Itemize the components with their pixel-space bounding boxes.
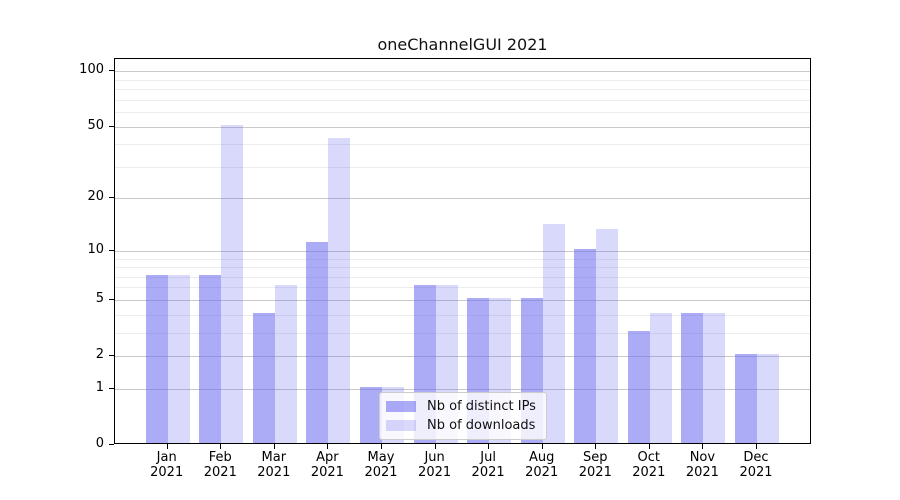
gridline-minor [115, 89, 810, 91]
x-tick-label-year: 2021 [364, 465, 398, 480]
y-tick-mark [109, 197, 114, 199]
bar-distinct-ips-apr [306, 241, 329, 443]
legend-item-distinct-ips: Nb of distinct IPs [386, 399, 536, 414]
x-tick-label: Mar 2021 [247, 450, 301, 480]
x-tick-label-year: 2021 [632, 465, 666, 480]
legend-item-downloads: Nb of downloads [386, 418, 536, 433]
gridline-minor [115, 287, 810, 289]
y-tick-label: 0 [95, 436, 104, 451]
y-tick-label: 1 [95, 379, 104, 395]
gridline-minor [115, 267, 810, 268]
x-tick-label: Apr 2021 [300, 450, 354, 480]
y-tick-mark [109, 387, 114, 389]
x-tick-label: Nov 2021 [675, 450, 729, 480]
x-tick-label-year: 2021 [471, 465, 505, 480]
gridline-major [115, 388, 810, 390]
x-tick-label: Dec 2021 [729, 450, 783, 480]
y-tick-label: 20 [87, 189, 104, 205]
gridline-minor [115, 166, 810, 168]
x-tick-label: Aug 2021 [515, 450, 569, 480]
gridline-major [115, 250, 810, 252]
x-tick-mark [595, 444, 597, 449]
x-tick-label: Sep 2021 [568, 450, 622, 480]
bar-distinct-ips-feb [199, 274, 222, 443]
x-tick-mark [327, 444, 329, 449]
gridline-minor [115, 112, 810, 113]
y-tick-mark [109, 70, 114, 72]
bar-distinct-ips-may [360, 386, 382, 443]
bar-distinct-ips-dec [735, 354, 757, 443]
x-tick-label-year: 2021 [525, 465, 559, 480]
x-tick-label-year: 2021 [418, 465, 452, 480]
bar-downloads-mar [274, 285, 297, 443]
bar-downloads-jan [167, 274, 190, 443]
chart-title: oneChannelGUI 2021 [377, 35, 548, 54]
y-tick-mark [109, 298, 114, 300]
bar-distinct-ips-oct [627, 330, 650, 443]
x-tick-label-year: 2021 [150, 465, 184, 480]
x-tick-label-year: 2021 [310, 465, 344, 480]
y-tick-label: 50 [87, 117, 104, 133]
bar-downloads-nov [703, 312, 726, 443]
gridline-minor [115, 276, 810, 278]
gridline-major [115, 299, 810, 301]
x-tick-mark [488, 444, 490, 449]
x-tick-label-year: 2021 [685, 465, 719, 480]
x-tick-label-year: 2021 [739, 465, 773, 480]
legend-label-distinct-ips: Nb of distinct IPs [427, 399, 536, 414]
bar-distinct-ips-sep [574, 248, 597, 443]
x-tick-label-year: 2021 [257, 465, 291, 480]
y-tick-mark [109, 444, 114, 445]
gridline-minor [115, 314, 810, 316]
gridline-minor [115, 79, 810, 81]
x-tick-label: May 2021 [354, 450, 408, 480]
x-tick-label: Jan 2021 [140, 450, 194, 480]
gridline-major [115, 356, 810, 357]
bar-downloads-feb [221, 124, 244, 443]
x-tick-mark [756, 444, 757, 449]
x-tick-mark [273, 444, 275, 449]
legend-swatch-downloads-icon [386, 420, 416, 431]
x-tick-mark [648, 444, 650, 449]
y-tick-label: 10 [87, 241, 104, 257]
bar-distinct-ips-jan [145, 274, 168, 443]
gridline-minor [115, 332, 810, 334]
y-tick-mark [109, 249, 114, 251]
gridline-major [115, 198, 810, 200]
x-tick-label: Jun 2021 [408, 450, 462, 480]
bar-distinct-ips-nov [681, 312, 704, 443]
bar-downloads-aug [542, 223, 565, 443]
x-tick-label: Jul 2021 [461, 450, 515, 480]
gridline-minor [115, 258, 810, 260]
bar-downloads-sep [596, 229, 619, 443]
x-tick-label-year: 2021 [203, 465, 237, 480]
x-tick-label: Oct 2021 [622, 450, 676, 480]
gridline-minor [115, 99, 810, 101]
x-tick-label-year: 2021 [578, 465, 612, 480]
gridline-major [115, 126, 810, 128]
bar-downloads-oct [649, 312, 672, 443]
legend-label-downloads: Nb of downloads [427, 418, 536, 433]
x-tick-mark [702, 444, 704, 449]
legend: Nb of distinct IPs Nb of downloads [379, 392, 547, 440]
x-tick-mark [381, 444, 382, 449]
y-tick-mark [109, 355, 114, 356]
bar-downloads-apr [328, 138, 351, 443]
x-tick-mark [166, 444, 168, 449]
gridline-minor [115, 144, 810, 146]
y-tick-label: 5 [95, 290, 104, 306]
bar-downloads-dec [757, 354, 779, 443]
x-tick-label: Feb 2021 [193, 450, 247, 480]
legend-swatch-distinct-ips-icon [386, 401, 416, 412]
x-tick-mark [541, 444, 543, 449]
x-tick-mark [434, 444, 436, 449]
bar-distinct-ips-mar [252, 312, 275, 443]
x-tick-mark [220, 444, 222, 449]
y-tick-mark [109, 125, 114, 127]
y-tick-label: 2 [95, 347, 104, 362]
plot-area [114, 58, 811, 444]
gridline-major [115, 71, 810, 73]
y-tick-label: 100 [79, 62, 104, 78]
